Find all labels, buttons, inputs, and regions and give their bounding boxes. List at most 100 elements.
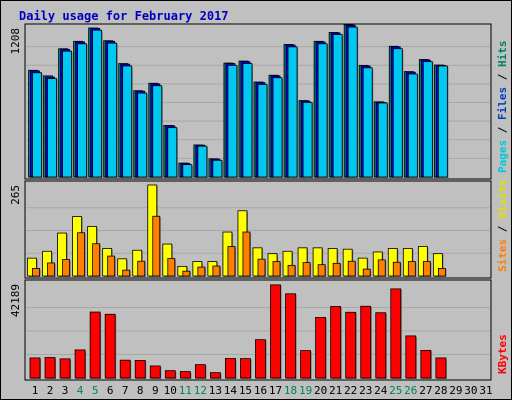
- bar-kbytes-day-8: [134, 359, 146, 379]
- bar-pages-day-22: [347, 26, 358, 178]
- bar-sites-day-13: [212, 265, 221, 277]
- bar-sites-day-14: [227, 246, 236, 277]
- x-tick-label: 18: [284, 384, 297, 397]
- x-tick-label: 16: [254, 384, 267, 397]
- bar-pages-day-26: [407, 73, 418, 178]
- bar-sites-day-16: [257, 258, 266, 277]
- panel-max-label: 1208: [9, 28, 22, 55]
- bar-pages-day-12: [197, 145, 208, 178]
- bar-pages-day-27: [422, 61, 433, 178]
- panel-legend: Sites / Visits: [496, 179, 509, 272]
- bar-pages-day-15: [242, 63, 253, 178]
- bar-kbytes-day-24: [375, 312, 387, 379]
- x-tick-label: 5: [92, 384, 99, 397]
- bar-visits-day-19: [297, 247, 308, 277]
- bar-pages-day-4: [77, 43, 87, 178]
- bar-pages-day-23: [362, 67, 373, 178]
- bar-visits-day-7: [117, 258, 128, 277]
- legend-entry: Visits: [496, 179, 509, 219]
- bar-pages-day-24: [377, 102, 388, 178]
- bar-pages-day-20: [317, 43, 328, 178]
- x-tick-label: 6: [107, 384, 114, 397]
- bar-kbytes-day-6: [104, 313, 116, 379]
- bar-sites-day-4: [77, 232, 85, 277]
- bar-sites-day-20: [317, 264, 326, 277]
- bar-pages-day-21: [332, 34, 343, 178]
- bar-kbytes-day-21: [330, 306, 342, 379]
- bar-visits-day-18: [282, 250, 293, 277]
- bar-visits-day-20: [312, 247, 323, 277]
- bar-sites-day-1: [32, 268, 40, 277]
- x-tick-label: 17: [269, 384, 282, 397]
- bar-pages-day-11: [182, 164, 193, 178]
- bar-kbytes-day-26: [405, 335, 417, 379]
- x-tick-label: 8: [137, 384, 144, 397]
- bar-kbytes-day-3: [59, 358, 71, 379]
- legend-entry: Sites: [496, 239, 509, 272]
- legend-entry: Pages: [496, 140, 509, 173]
- bar-kbytes-day-4: [74, 349, 86, 379]
- bar-kbytes-day-25: [390, 288, 402, 379]
- bar-sites-day-17: [272, 261, 281, 277]
- bar-kbytes-day-17: [270, 284, 281, 379]
- legend-entry: Hits: [496, 41, 509, 68]
- bar-pages-day-16: [257, 84, 268, 178]
- bar-kbytes-day-5: [89, 311, 101, 379]
- x-tick-label: 23: [359, 384, 372, 397]
- bar-kbytes-day-2: [44, 357, 56, 379]
- x-tick-label: 10: [164, 384, 177, 397]
- panel-max-label: 42189: [9, 284, 22, 317]
- bar-visits-day-28: [432, 253, 443, 277]
- x-tick-label: 26: [404, 384, 417, 397]
- bar-kbytes-day-15: [240, 358, 251, 379]
- bar-kbytes-day-20: [315, 316, 327, 379]
- bar-kbytes-day-11: [179, 371, 191, 379]
- x-tick-label: 28: [434, 384, 447, 397]
- bar-pages-day-3: [62, 50, 72, 178]
- x-tick-label: 13: [209, 384, 222, 397]
- bar-sites-day-8: [137, 260, 146, 277]
- bar-visits-day-23: [357, 257, 368, 277]
- bar-pages-day-10: [167, 127, 178, 178]
- bar-sites-day-9: [152, 215, 161, 277]
- bar-sites-day-12: [197, 266, 206, 277]
- bar-sites-day-15: [242, 231, 251, 277]
- bar-kbytes-day-12: [194, 364, 206, 379]
- x-tick-label: 24: [374, 384, 388, 397]
- x-tick-label: 11: [179, 384, 192, 397]
- x-tick-label: 12: [194, 384, 207, 397]
- legend-entry: KBytes: [496, 334, 509, 374]
- panel-legend: KBytes: [496, 334, 509, 374]
- bar-kbytes-day-23: [360, 305, 372, 379]
- bar-pages-day-1: [32, 72, 42, 178]
- x-tick-label: 9: [152, 384, 159, 397]
- panel-max-label: 265: [9, 185, 22, 205]
- x-tick-label: 2: [47, 384, 54, 397]
- bar-visits-day-21: [327, 248, 338, 277]
- bar-sites-day-23: [362, 268, 371, 277]
- x-tick-label: 4: [77, 384, 84, 397]
- bar-kbytes-day-22: [345, 311, 357, 379]
- bar-pages-day-28: [437, 65, 448, 178]
- bar-kbytes-day-1: [29, 357, 41, 379]
- bar-sites-day-10: [167, 258, 176, 277]
- bar-sites-day-18: [287, 264, 296, 277]
- x-tick-label: 29: [449, 384, 462, 397]
- bar-kbytes-day-9: [149, 365, 161, 379]
- x-tick-label: 31: [479, 384, 492, 397]
- bar-visits-day-3: [57, 232, 67, 277]
- x-tick-label: 22: [344, 384, 357, 397]
- bar-kbytes-day-13: [209, 372, 221, 379]
- x-tick-label: 14: [224, 384, 238, 397]
- bar-kbytes-day-10: [164, 370, 176, 379]
- x-tick-label: 27: [419, 384, 432, 397]
- legend-entry: /: [496, 67, 509, 87]
- bar-sites-day-22: [347, 260, 356, 277]
- x-tick-label: 19: [299, 384, 312, 397]
- bar-kbytes-day-18: [285, 293, 296, 379]
- bar-visits-day-1: [27, 257, 37, 277]
- bar-kbytes-day-16: [255, 339, 266, 379]
- x-tick-label: 3: [62, 384, 69, 397]
